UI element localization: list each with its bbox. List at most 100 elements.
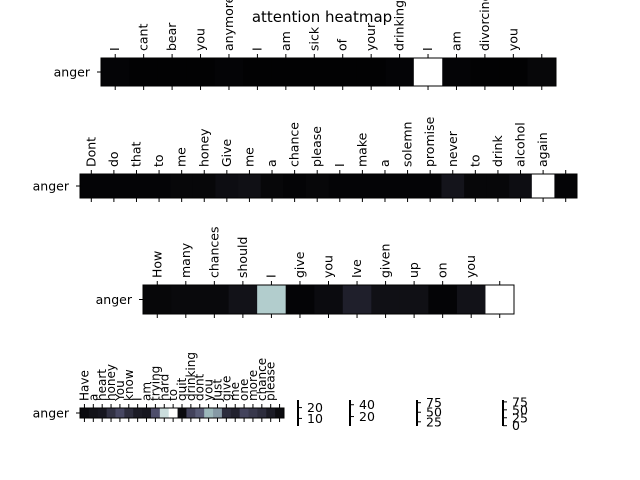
token-label: again — [535, 132, 550, 167]
heatmap-cell — [124, 408, 134, 418]
heatmap-cell — [356, 58, 386, 86]
token-label: You — [113, 380, 127, 402]
heatmap-cell — [300, 58, 329, 86]
heatmap-cell — [115, 408, 125, 418]
heatmap-cell — [101, 58, 130, 86]
token-label: know — [122, 369, 136, 401]
heatmap-cell — [428, 285, 458, 314]
row-label: anger — [33, 406, 70, 421]
token-label: anymore — [221, 0, 236, 51]
heatmap-cell — [385, 58, 415, 86]
heatmap-cell — [204, 408, 214, 418]
heatmap-cell — [168, 408, 178, 418]
token-label: me — [174, 147, 189, 167]
heatmap-cell — [143, 285, 172, 314]
heatmap-cell — [186, 408, 196, 418]
heatmap-cell — [215, 174, 239, 198]
token-label: drinking — [184, 352, 198, 401]
row-label: anger — [33, 179, 70, 194]
heatmap-cell — [195, 408, 205, 418]
heatmap-cell — [239, 408, 249, 418]
token-label: I — [332, 163, 347, 167]
token-label: more — [246, 370, 260, 401]
heatmap-cell — [373, 174, 397, 198]
token-label: that — [128, 142, 143, 167]
token-label: Just — [210, 379, 224, 402]
token-label: chance — [255, 358, 269, 401]
heatmap-cell — [328, 174, 352, 198]
colorbar-tick-label: 75 — [426, 395, 442, 410]
heatmap-cell — [230, 408, 241, 418]
heatmap-cell — [97, 408, 108, 418]
heatmap-cell — [142, 408, 152, 418]
heatmap-cell — [456, 285, 486, 314]
heatmap-cell — [147, 174, 171, 198]
token-label: please — [309, 126, 324, 167]
row-label: anger — [96, 292, 133, 307]
token-label: I — [263, 274, 278, 278]
heatmap-cell — [88, 408, 99, 418]
token-label: I — [420, 47, 435, 51]
heatmap-cell — [271, 58, 301, 86]
heatmap-cell — [531, 174, 555, 198]
heatmap-cell — [129, 58, 159, 86]
token-label: you — [505, 28, 520, 51]
heatmap-cell — [413, 58, 443, 86]
token-label: quit — [175, 377, 189, 401]
token-label: you — [193, 28, 208, 51]
token-label: chance — [287, 122, 302, 167]
heatmap-cell — [257, 285, 287, 314]
colorbar-tick-label: 20 — [359, 409, 375, 424]
token-label: give — [219, 376, 233, 401]
colorbar-tick-label: 50 — [426, 405, 442, 420]
heatmap-cell — [554, 174, 578, 198]
heatmap-cell — [171, 285, 201, 314]
token-label: up — [406, 262, 421, 278]
colorbar-tick-label: 0 — [512, 418, 520, 433]
heatmap-cell — [221, 408, 232, 418]
token-label: sick — [306, 26, 321, 51]
token-label: a — [377, 159, 392, 167]
token-label: many — [178, 242, 193, 278]
token-label: to — [166, 389, 180, 401]
heatmap-cell — [509, 174, 533, 198]
chart-title: attention heatmap — [252, 8, 392, 26]
heatmap-cell — [238, 174, 262, 198]
heatmap-cell — [399, 285, 429, 314]
heatmap-cell — [418, 174, 442, 198]
colorbar-tick-label: 75 — [512, 394, 528, 409]
heatmap-cell — [125, 174, 149, 198]
heatmap-cell — [485, 285, 515, 314]
colorbar-tick-label: 10 — [307, 411, 323, 426]
heatmap-cell — [396, 174, 420, 198]
token-label: drink — [490, 135, 505, 167]
heatmap-cell — [150, 408, 161, 418]
colorbar-tick-label: 25 — [512, 410, 528, 425]
heatmap-cell — [486, 174, 510, 198]
token-label: of — [335, 38, 350, 51]
token-label: do — [106, 151, 121, 167]
heatmap-cell — [80, 174, 103, 198]
heatmap-cell — [228, 285, 258, 314]
heatmap-cell — [257, 408, 267, 418]
heatmap-cell — [283, 174, 307, 198]
colorbar-tick-label: 50 — [512, 402, 528, 417]
heatmap-cell — [351, 174, 375, 198]
token-label: honey — [104, 364, 118, 401]
token-label: honey — [196, 128, 211, 167]
token-label: am — [278, 31, 293, 51]
heatmap-cell — [499, 58, 528, 86]
heatmap-cell — [248, 408, 258, 418]
token-label: on — [435, 262, 450, 278]
token-label: please — [264, 362, 278, 401]
colorbar-tick-label: 25 — [426, 414, 442, 429]
token-label: am — [448, 31, 463, 51]
token-label: How — [149, 251, 164, 278]
heatmap-cell — [305, 174, 329, 198]
